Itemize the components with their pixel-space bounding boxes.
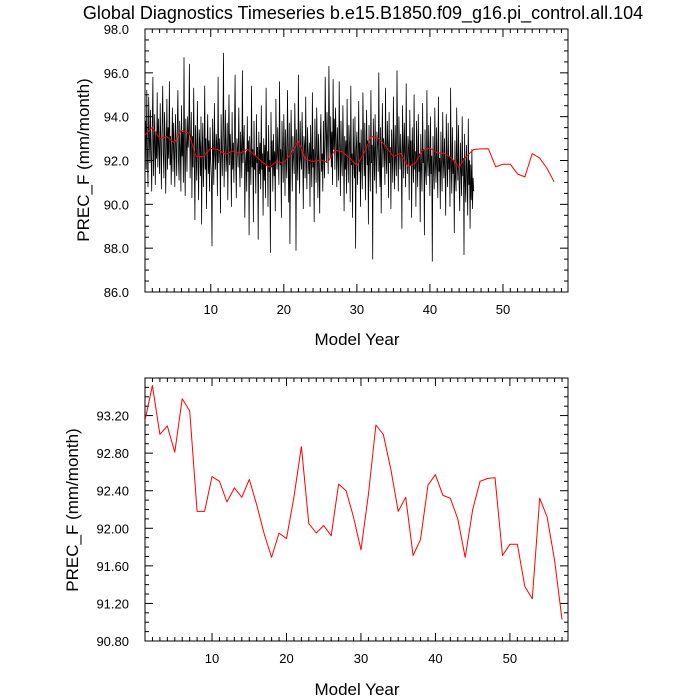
top-y-tick-label: 86.0 [104, 285, 129, 300]
top-y-tick-label: 96.0 [104, 66, 129, 81]
bottom-annual-mean-series-line [145, 385, 563, 620]
figure-title: Global Diagnostics Timeseries b.e15.B185… [83, 3, 643, 24]
top-monthly-series-line [145, 52, 475, 262]
bottom-y-axis-label: PREC_F (mm/month) [63, 428, 82, 591]
bottom-y-tick-label: 90.80 [96, 634, 129, 649]
top-x-tick-label: 40 [423, 302, 437, 317]
top-y-tick-label: 98.0 [104, 22, 129, 37]
bottom-y-tick-label: 92.00 [96, 521, 129, 536]
top-annual-mean-series-line [145, 126, 555, 183]
bottom-x-tick-label: 50 [503, 651, 517, 666]
bottom-x-tick-label: 10 [205, 651, 219, 666]
top-y-tick-label: 92.0 [104, 154, 129, 169]
top-y-tick-label: 90.0 [104, 197, 129, 212]
top-plot: 10 20 30 40 50 86.0 88.0 90.0 92.0 94.0 96.0 98.0 [104, 22, 569, 317]
bottom-x-tick-label: 20 [279, 651, 293, 666]
top-x-tick-label: 20 [277, 302, 291, 317]
top-y-tick-label: 88.0 [104, 241, 129, 256]
top-x-tick-label: 30 [350, 302, 364, 317]
top-y-tick-label: 94.0 [104, 110, 129, 125]
bottom-y-tick-label: 92.80 [96, 446, 129, 461]
top-x-tick-label: 50 [496, 302, 510, 317]
bottom-y-tick-label: 91.20 [96, 596, 129, 611]
bottom-y-tick-label: 92.40 [96, 484, 129, 499]
bottom-y-tick-label: 93.20 [96, 409, 129, 424]
bottom-x-axis-label: Model Year [314, 680, 399, 699]
bottom-plot-frame [144, 377, 569, 642]
bottom-x-tick-label: 40 [428, 651, 442, 666]
top-x-tick-label: 10 [204, 302, 218, 317]
top-x-axis-label: Model Year [314, 330, 399, 349]
bottom-y-tick-label: 91.60 [96, 559, 129, 574]
top-y-axis-label: PREC_F (mm/month) [74, 78, 93, 241]
bottom-plot: 10 20 30 40 50 90.80 91.20 91.60 92.00 92.40 92.80… [96, 377, 569, 666]
bottom-x-tick-label: 30 [354, 651, 368, 666]
